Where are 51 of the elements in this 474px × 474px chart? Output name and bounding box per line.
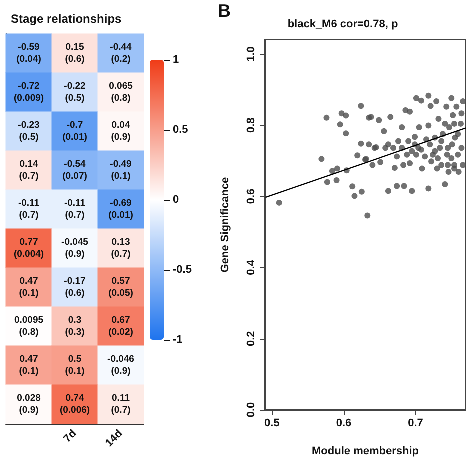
data-label: 0.14 (0.7) bbox=[19, 159, 39, 182]
data-label: -0.23 (0.5) bbox=[18, 120, 40, 143]
x-axis-title: Module membership bbox=[312, 446, 420, 458]
data-label: -0.11 (0.7) bbox=[18, 198, 40, 221]
color-bar-label: -0.5 bbox=[173, 264, 192, 276]
data-label: -0.44 (0.2) bbox=[110, 42, 133, 65]
data-label: 0.5 (0.1) bbox=[65, 354, 85, 377]
data-label: 0.028 (0.9) bbox=[17, 393, 41, 416]
y-tick-label: 0.4 bbox=[246, 259, 258, 276]
y-tick-label: 0.2 bbox=[246, 331, 258, 346]
data-label: 0.57 (0.05) bbox=[108, 276, 134, 299]
color-bar-label: 0.5 bbox=[173, 124, 188, 136]
y-tick-label: 0.6 bbox=[246, 188, 258, 204]
data-label: -0.22 (0.5) bbox=[64, 81, 86, 104]
data-label: 0.11 (0.7) bbox=[111, 393, 131, 416]
x-tick-label: 0.6 bbox=[336, 418, 352, 430]
text: B bbox=[218, 1, 231, 21]
data-label: 0.13 (0.7) bbox=[111, 237, 131, 260]
data-label: -0.49 (0.1) bbox=[110, 159, 132, 182]
data-label: -0.045 (0.9) bbox=[62, 237, 90, 260]
data-label: 0.065 (0.8) bbox=[109, 81, 134, 104]
data-label: -0.54 (0.07) bbox=[62, 159, 88, 182]
color-bar-label: 0 bbox=[173, 194, 180, 206]
data-label: 0.0095 (0.8) bbox=[14, 315, 44, 338]
data-label: -0.69 (0.01) bbox=[108, 198, 134, 221]
data-label: -0.046 (0.9) bbox=[108, 354, 134, 377]
color-bar-label: 1 bbox=[173, 54, 180, 66]
data-label: 0.74 (0.006) bbox=[60, 393, 90, 416]
data-label: -0.11 (0.7) bbox=[64, 198, 86, 221]
data-label: 0.77 (0.004) bbox=[14, 237, 44, 260]
data-label: 0.47 (0.1) bbox=[19, 276, 39, 299]
data-label: -0.7 (0.01) bbox=[62, 120, 88, 143]
data-label: -0.59 (0.04) bbox=[16, 42, 42, 65]
chart-title: black_M6 cor=0.78, p bbox=[288, 18, 398, 30]
y-tick-label: 0.0 bbox=[246, 402, 258, 418]
color-bar-label: -1 bbox=[173, 334, 183, 346]
y-tick-label: 1.0 bbox=[246, 46, 258, 62]
x-tick-label: 7d bbox=[62, 428, 80, 446]
data-label: -0.17 (0.6) bbox=[64, 276, 86, 299]
data-label: 0.67 (0.02) bbox=[108, 315, 134, 338]
data-label: 0.47 (0.1) bbox=[19, 354, 39, 377]
x-tick-label: 14d bbox=[103, 428, 126, 450]
data-label: 0.15 (0.6) bbox=[65, 42, 85, 65]
data-label: 0.04 (0.9) bbox=[111, 120, 131, 143]
y-tick-label: 0.8 bbox=[246, 118, 258, 134]
chart-title: Stage relationships bbox=[11, 12, 122, 26]
y-axis-title: Gene Significance bbox=[220, 177, 232, 273]
x-tick-label: 0.5 bbox=[264, 418, 280, 430]
data-label: -0.72 (0.009) bbox=[14, 81, 44, 104]
data-label: 0.3 (0.3) bbox=[65, 315, 85, 338]
x-tick-label: 0.7 bbox=[408, 418, 424, 430]
